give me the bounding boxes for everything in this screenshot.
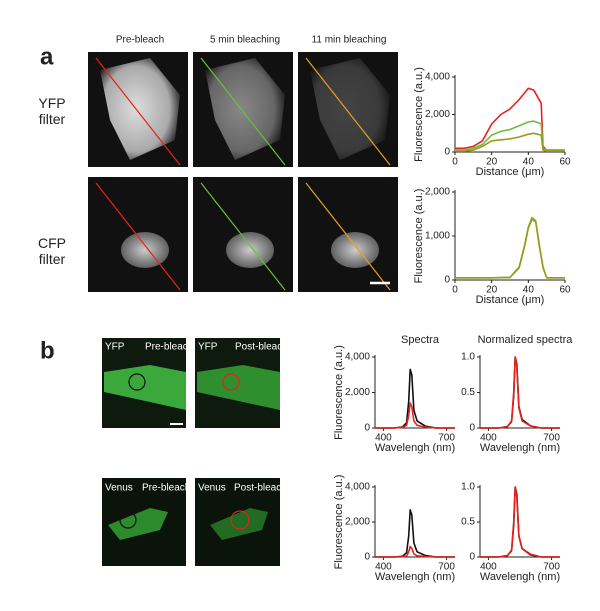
y-tick-label: 4,000 bbox=[345, 482, 370, 493]
x-axis-label: Distance (μm) bbox=[476, 166, 545, 178]
nucleus bbox=[331, 232, 379, 268]
y-tick-label: 4,000 bbox=[425, 72, 450, 83]
x-axis-label: Wavelengh (nm) bbox=[375, 571, 455, 583]
y-tick-label: 1.0 bbox=[461, 352, 475, 363]
x-tick-label: 400 bbox=[375, 433, 392, 444]
image-label: Venus bbox=[105, 483, 133, 494]
data-line bbox=[455, 218, 565, 279]
image-label: Post-bleach bbox=[234, 483, 287, 494]
data-line bbox=[455, 87, 565, 151]
x-tick-label: 0 bbox=[452, 157, 458, 168]
y-tick-label: 0 bbox=[364, 552, 370, 563]
x-tick-label: 60 bbox=[559, 157, 571, 168]
cell bbox=[310, 58, 390, 160]
y-tick-label: 1.0 bbox=[461, 482, 475, 493]
x-tick-label: 400 bbox=[480, 433, 497, 444]
data-line bbox=[375, 545, 455, 558]
x-tick-label: 400 bbox=[375, 562, 392, 573]
row-label: CFP filter bbox=[38, 235, 66, 267]
y-tick-label: 0.5 bbox=[461, 387, 475, 398]
cell bbox=[210, 508, 268, 540]
data-line bbox=[375, 368, 455, 429]
bleach-roi bbox=[119, 511, 137, 529]
bleach-roi bbox=[230, 510, 250, 530]
y-tick-label: 1,000 bbox=[425, 231, 450, 242]
x-tick-label: 40 bbox=[523, 157, 535, 168]
micrograph-row bbox=[88, 52, 398, 167]
chart-title: Normalized spectra bbox=[478, 334, 574, 346]
column-header: 11 min bleaching bbox=[312, 35, 387, 46]
column-header: 5 min bleaching bbox=[210, 35, 280, 46]
y-tick-label: 0 bbox=[469, 552, 475, 563]
panel-label: a bbox=[40, 43, 54, 70]
profile-line bbox=[305, 57, 391, 166]
row-label: YFP filter bbox=[38, 95, 65, 127]
data-line bbox=[480, 356, 560, 429]
y-tick-label: 2,000 bbox=[425, 187, 450, 198]
image-label: YFP bbox=[105, 342, 125, 353]
x-tick-label: 0 bbox=[452, 285, 458, 296]
bleach-roi bbox=[222, 373, 240, 391]
column-header: Pre-bleach bbox=[116, 35, 164, 46]
y-tick-label: 2,000 bbox=[345, 387, 370, 398]
cell bbox=[197, 365, 280, 410]
cell bbox=[108, 508, 168, 540]
profile-line bbox=[305, 182, 391, 291]
x-tick-label: 60 bbox=[559, 285, 571, 296]
image-label: Pre-bleach bbox=[142, 483, 190, 494]
micrograph-grid: YFP Pre-bleach YFP Post-bleach Venus Pre… bbox=[102, 338, 288, 566]
x-axis-label: Wavelengh (nm) bbox=[480, 571, 560, 583]
x-axis-label: Wavelengh (nm) bbox=[480, 442, 560, 454]
image-label: YFP bbox=[198, 342, 218, 353]
y-tick-label: 2,000 bbox=[345, 517, 370, 528]
data-line bbox=[455, 132, 565, 152]
data-line bbox=[480, 356, 560, 429]
x-axis-label: Wavelengh (nm) bbox=[375, 442, 455, 454]
x-tick-label: 700 bbox=[438, 562, 455, 573]
y-tick-label: 4,000 bbox=[345, 352, 370, 363]
x-tick-label: 40 bbox=[523, 285, 535, 296]
data-line bbox=[480, 486, 560, 558]
y-axis-label: Fluorescence (a.u.) bbox=[333, 475, 345, 570]
nucleus bbox=[121, 232, 169, 268]
y-tick-label: 0 bbox=[444, 147, 450, 158]
y-tick-label: 0.5 bbox=[461, 517, 475, 528]
image-label: Pre-bleach bbox=[145, 342, 193, 353]
cell bbox=[100, 58, 180, 160]
x-tick-label: 700 bbox=[543, 433, 560, 444]
y-tick-label: 0 bbox=[444, 275, 450, 286]
micrograph-row bbox=[88, 177, 398, 292]
cell bbox=[205, 58, 285, 160]
profile-line bbox=[200, 182, 286, 291]
profile-line bbox=[95, 57, 181, 166]
x-tick-label: 20 bbox=[486, 157, 498, 168]
panel-label: b bbox=[40, 337, 55, 364]
x-tick-label: 700 bbox=[438, 433, 455, 444]
nucleus bbox=[226, 232, 274, 268]
x-tick-label: 400 bbox=[480, 562, 497, 573]
cell bbox=[104, 365, 186, 410]
data-line bbox=[375, 509, 455, 558]
profile-line bbox=[95, 182, 181, 291]
data-line bbox=[455, 216, 565, 279]
bleach-roi bbox=[128, 373, 146, 391]
y-tick-label: 0 bbox=[364, 423, 370, 434]
data-line bbox=[375, 402, 455, 429]
x-tick-label: 20 bbox=[486, 285, 498, 296]
data-line bbox=[455, 120, 565, 151]
data-line bbox=[480, 486, 560, 558]
image-label: Post-bleach bbox=[235, 342, 288, 353]
x-axis-label: Distance (μm) bbox=[476, 294, 545, 306]
image-label: Venus bbox=[198, 483, 226, 494]
y-tick-label: 0 bbox=[469, 423, 475, 434]
y-tick-label: 2,000 bbox=[425, 109, 450, 120]
y-axis-label: Fluorescence (a.u.) bbox=[333, 345, 345, 440]
profile-line bbox=[200, 57, 286, 166]
x-tick-label: 700 bbox=[543, 562, 560, 573]
chart-title: Spectra bbox=[401, 334, 440, 346]
y-axis-label: Fluorescence (a.u.) bbox=[413, 67, 425, 162]
y-axis-label: Fluorescence (a.u.) bbox=[413, 189, 425, 284]
